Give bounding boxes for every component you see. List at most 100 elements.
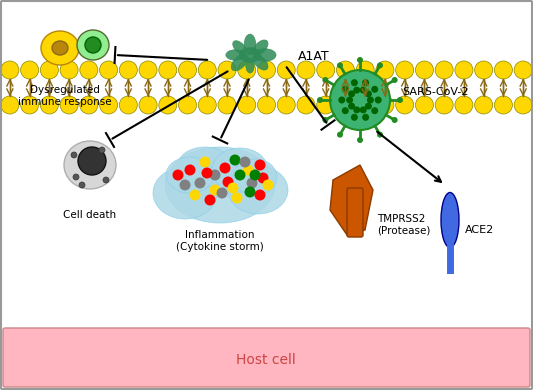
Circle shape [103,177,109,183]
Circle shape [184,165,196,176]
Circle shape [435,61,453,79]
Ellipse shape [231,54,248,71]
Circle shape [238,96,256,114]
Ellipse shape [253,49,276,61]
Circle shape [21,61,38,79]
Ellipse shape [153,167,217,219]
Circle shape [353,87,360,94]
Circle shape [376,96,394,114]
Circle shape [220,163,230,174]
Circle shape [475,96,492,114]
Circle shape [198,61,216,79]
Circle shape [356,96,374,114]
Circle shape [100,61,118,79]
Circle shape [78,147,106,175]
Circle shape [179,96,197,114]
Circle shape [356,61,374,79]
Circle shape [216,188,228,199]
Circle shape [218,61,236,79]
Ellipse shape [246,58,254,73]
Circle shape [317,61,335,79]
Circle shape [360,106,367,113]
Circle shape [60,61,78,79]
Circle shape [357,137,363,143]
Circle shape [80,96,98,114]
Ellipse shape [165,147,275,223]
Text: TMPRSS2
(Protease): TMPRSS2 (Protease) [377,214,430,236]
Circle shape [257,61,276,79]
Circle shape [239,156,251,167]
Text: SARS-CoV-2: SARS-CoV-2 [402,87,469,97]
Circle shape [377,132,383,138]
Circle shape [336,96,354,114]
Circle shape [395,61,414,79]
Circle shape [353,106,360,113]
Circle shape [1,61,19,79]
Circle shape [395,96,414,114]
Circle shape [179,61,197,79]
Circle shape [371,86,378,93]
Circle shape [322,77,328,83]
Circle shape [245,186,255,197]
Circle shape [317,96,335,114]
Circle shape [79,182,85,188]
Circle shape [277,61,295,79]
Circle shape [415,96,433,114]
Circle shape [218,96,236,114]
Circle shape [159,61,177,79]
Ellipse shape [52,41,68,55]
Circle shape [180,179,190,190]
Circle shape [100,96,118,114]
Circle shape [173,170,183,181]
Text: Host cell: Host cell [236,353,296,367]
Ellipse shape [253,40,268,55]
Text: ACE2: ACE2 [465,225,494,235]
Text: Cell death: Cell death [63,210,117,220]
Ellipse shape [233,159,277,195]
Circle shape [159,96,177,114]
Circle shape [365,90,372,98]
Ellipse shape [177,147,233,187]
Circle shape [351,79,358,86]
Circle shape [235,170,246,181]
Circle shape [41,96,58,114]
Ellipse shape [41,31,79,65]
Circle shape [99,147,105,153]
Circle shape [198,96,216,114]
Circle shape [228,183,238,193]
Circle shape [392,117,398,123]
Circle shape [336,61,354,79]
Circle shape [317,97,323,103]
Circle shape [455,61,473,79]
Circle shape [205,195,215,206]
Circle shape [435,96,453,114]
Circle shape [351,114,358,121]
Text: A1AT: A1AT [298,50,329,64]
Circle shape [201,167,213,179]
Circle shape [475,61,492,79]
Circle shape [1,96,19,114]
Circle shape [376,61,394,79]
Circle shape [342,86,349,93]
Circle shape [297,96,315,114]
Circle shape [139,96,157,114]
Ellipse shape [212,148,268,192]
Text: Inflammation
(Cytokine storm): Inflammation (Cytokine storm) [176,230,264,252]
Polygon shape [330,165,373,235]
Circle shape [337,132,343,138]
Ellipse shape [77,30,109,60]
Circle shape [238,61,256,79]
Circle shape [514,96,532,114]
Ellipse shape [239,48,261,62]
Circle shape [338,96,345,103]
Circle shape [362,79,369,86]
Circle shape [357,57,363,63]
Ellipse shape [226,50,245,60]
Circle shape [495,96,512,114]
Circle shape [246,177,257,188]
Circle shape [322,117,328,123]
Circle shape [139,61,157,79]
Circle shape [21,96,38,114]
Circle shape [231,193,243,204]
Circle shape [375,96,382,103]
